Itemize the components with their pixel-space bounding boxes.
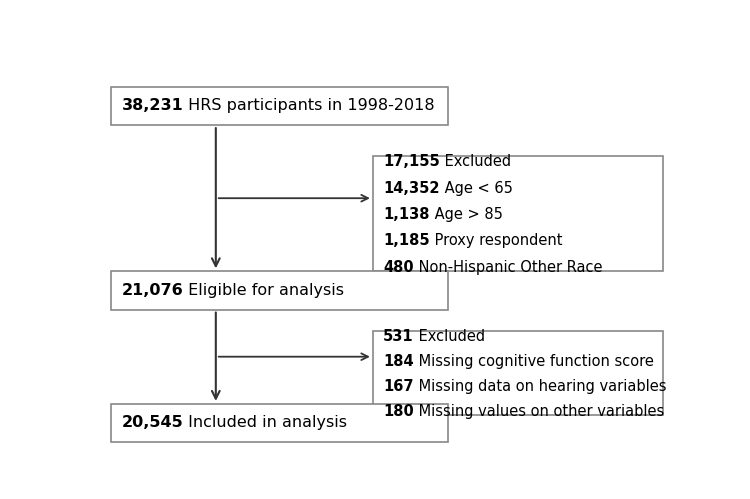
FancyBboxPatch shape [111,404,448,442]
FancyBboxPatch shape [111,87,448,125]
Text: Proxy respondent: Proxy respondent [430,234,562,249]
Text: Missing cognitive function score: Missing cognitive function score [414,354,654,369]
Text: Age > 85: Age > 85 [430,207,502,222]
Text: 480: 480 [383,260,414,275]
Text: Non-Hispanic Other Race: Non-Hispanic Other Race [414,260,602,275]
Text: 21,076: 21,076 [122,283,184,298]
Text: Excluded: Excluded [414,329,485,344]
Text: 20,545: 20,545 [122,416,184,431]
FancyBboxPatch shape [111,271,448,309]
Text: 1,138: 1,138 [383,207,430,222]
Text: Eligible for analysis: Eligible for analysis [184,283,344,298]
Text: HRS participants in 1998-2018: HRS participants in 1998-2018 [184,98,435,113]
Text: Excluded: Excluded [440,154,511,169]
Text: 17,155: 17,155 [383,154,440,169]
Text: 167: 167 [383,379,414,394]
Text: 38,231: 38,231 [122,98,184,113]
FancyBboxPatch shape [373,331,663,415]
Text: Age < 65: Age < 65 [440,181,512,196]
Text: Missing values on other variables: Missing values on other variables [414,404,664,419]
Text: Included in analysis: Included in analysis [184,416,347,431]
Text: Missing data on hearing variables: Missing data on hearing variables [414,379,666,394]
Text: 1,185: 1,185 [383,234,430,249]
Text: 180: 180 [383,404,414,419]
Text: 14,352: 14,352 [383,181,439,196]
Text: 184: 184 [383,354,414,369]
FancyBboxPatch shape [373,156,663,271]
Text: 531: 531 [383,329,414,344]
